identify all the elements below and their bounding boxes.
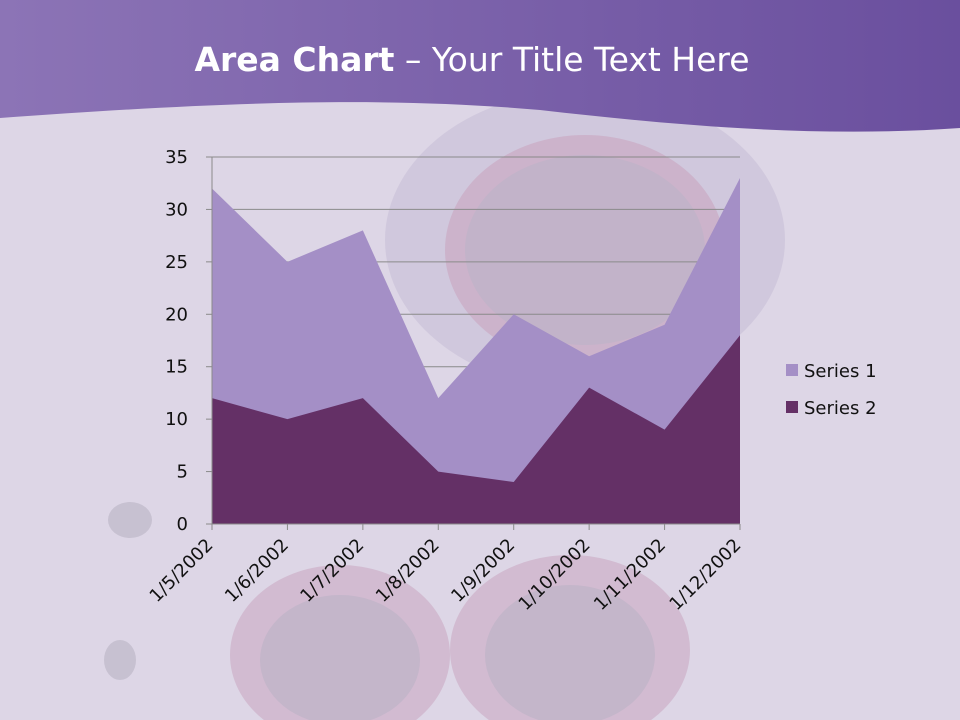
title-bold: Area Chart: [194, 40, 395, 79]
y-tick-labels: 0 5 10 15 20 25 30 35: [165, 147, 188, 535]
legend: Series 1 Series 2: [786, 361, 877, 419]
area-series-2: [212, 335, 740, 524]
y-tick-label-5: 25: [165, 252, 188, 273]
x-tick-label-7: 1/12/2002: [665, 535, 745, 615]
x-tick-label-5: 1/10/2002: [515, 535, 595, 615]
y-tick-label-7: 35: [165, 147, 188, 168]
title-rest: – Your Title Text Here: [394, 40, 750, 79]
x-tick-label-6: 1/11/2002: [590, 535, 670, 615]
y-tick-label-2: 10: [165, 409, 188, 430]
x-tick-label-3: 1/8/2002: [372, 535, 444, 607]
x-tick-labels: 1/5/2002 1/6/2002 1/7/2002 1/8/2002 1/9/2002…: [146, 535, 746, 615]
area-series: [212, 177, 740, 524]
y-tick-label-6: 30: [165, 199, 188, 220]
x-tick-label-4: 1/9/2002: [447, 535, 519, 607]
y-tick-label-0: 0: [177, 514, 188, 535]
x-tick-label-1: 1/6/2002: [221, 535, 293, 607]
header-band: [0, 0, 960, 132]
y-tick-label-1: 5: [177, 462, 188, 483]
legend-swatch-1: [786, 364, 798, 376]
y-tick-label-3: 15: [165, 357, 188, 378]
axes: [206, 156, 741, 530]
x-tick-label-2: 1/7/2002: [296, 535, 368, 607]
x-tick-label-0: 1/5/2002: [146, 535, 218, 607]
legend-label-1: Series 1: [804, 361, 877, 382]
legend-swatch-2: [786, 401, 798, 413]
legend-label-2: Series 2: [804, 398, 877, 419]
y-tick-label-4: 20: [165, 304, 188, 325]
slide-title: Area Chart – Your Title Text Here: [0, 40, 944, 79]
